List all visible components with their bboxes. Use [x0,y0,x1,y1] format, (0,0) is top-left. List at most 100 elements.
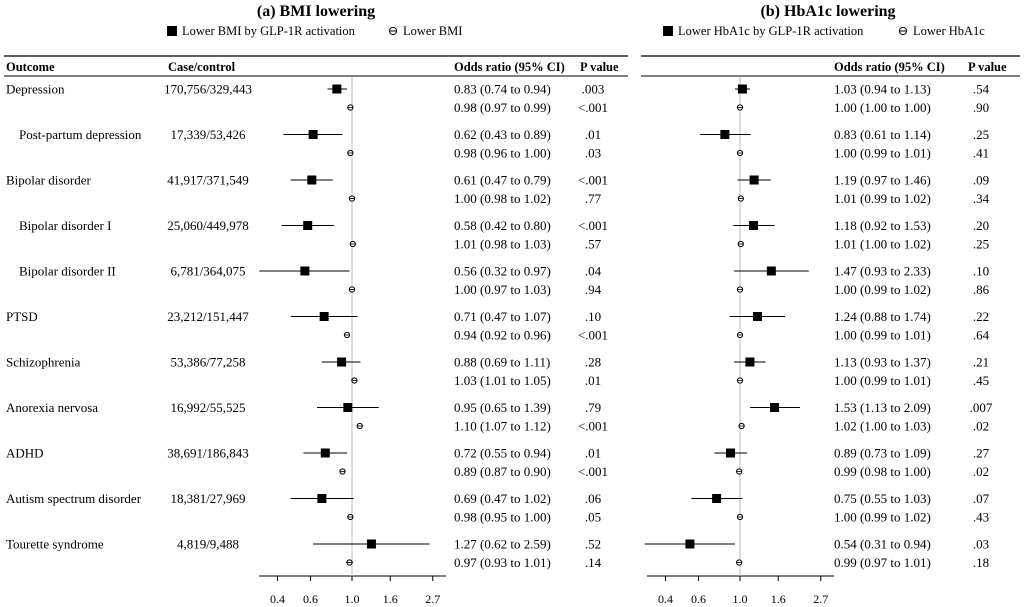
panel-a-p-bmi-bipolar-disorder: .77 [585,191,602,206]
panel-b-or-hba1c-anorexia-nervosa: 1.02 (1.00 to 1.03) [834,419,931,434]
case-control-tourette-syndrome: 4,819/9,488 [177,537,239,552]
panel-a-point-glp1r-anorexia-nervosa [343,403,353,412]
outcome-label-anorexia-nervosa: Anorexia nervosa [6,400,98,415]
panel-a-p-glp1r-tourette-syndrome: .52 [585,537,601,552]
panel-a-or-glp1r-bipolar-disorder-i: 0.58 (0.42 to 0.80) [454,218,551,233]
panel-a-tick-label-4: 2.7 [425,592,440,606]
panel-b-p-hba1c-bipolar-disorder: .34 [973,191,990,206]
panel-a-or-bmi-bipolar-disorder-i: 1.01 (0.98 to 1.03) [454,237,551,252]
panel-b-or-hba1c-post-partum-depression: 1.00 (0.99 to 1.01) [834,146,931,161]
outcome-label-bipolar-disorder: Bipolar disorder [6,173,92,188]
panel-a-or-bmi-ptsd: 0.94 (0.92 to 0.96) [454,328,551,343]
panel-b-p-glp1r-adhd: .27 [973,446,990,461]
panel-a-or-glp1r-autism-spectrum-disorder: 0.69 (0.47 to 1.02) [454,491,551,506]
panel-b-or-glp1r-tourette-syndrome: 0.54 (0.31 to 0.94) [834,537,931,552]
panel-b-or-hba1c-adhd: 0.99 (0.98 to 1.00) [834,464,931,479]
panel-a-or-bmi-adhd: 0.89 (0.87 to 0.90) [454,464,551,479]
panel-b-or-hba1c-depression: 1.00 (1.00 to 1.00) [834,100,931,115]
panel-b-or-hba1c-schizophrenia: 1.00 (0.99 to 1.01) [834,373,931,388]
panel-a-or-glp1r-ptsd: 0.71 (0.47 to 1.07) [454,309,551,324]
panel-b-p-glp1r-ptsd: .22 [973,309,989,324]
panel-b-p-hba1c-tourette-syndrome: .18 [973,555,989,570]
panel-b-tick-label-3: 1.6 [771,592,786,606]
case-control-bipolar-disorder-ii: 6,781/364,075 [170,264,245,279]
panel-a-point-glp1r-bipolar-disorder-i [303,221,313,230]
panel-a-point-glp1r-autism-spectrum-disorder [317,494,327,503]
panel-a-point-glp1r-depression [332,84,342,94]
panel-b-p-glp1r-post-partum-depression: .25 [973,127,989,142]
panel-b-p-glp1r-bipolar-disorder-ii: .10 [973,264,989,279]
panel-b-or-glp1r-anorexia-nervosa: 1.53 (1.13 to 2.09) [834,400,931,415]
panel-a-or-bmi-post-partum-depression: 0.98 (0.96 to 1.00) [454,146,551,161]
outcome-label-post-partum-depression: Post-partum depression [19,127,142,142]
panel-a-tick-label-0: 0.4 [270,592,285,606]
panel-a-or-glp1r-bipolar-disorder-ii: 0.56 (0.32 to 0.97) [454,264,551,279]
panel-b-p-hba1c-post-partum-depression: .41 [973,146,989,161]
panel-a-point-glp1r-ptsd [319,312,329,321]
panel-a-or-glp1r-schizophrenia: 0.88 (0.69 to 1.11) [454,355,550,370]
panel-b-tick-label-1: 0.6 [691,592,706,606]
panel-b-p-glp1r-bipolar-disorder-i: .20 [973,218,989,233]
case-control-post-partum-depression: 17,339/53,426 [170,127,246,142]
panel-a-tick-label-1: 0.6 [303,592,318,606]
panel-b-p-hba1c-anorexia-nervosa: .02 [973,419,989,434]
panel-a-or-bmi-anorexia-nervosa: 1.10 (1.07 to 1.12) [454,419,551,434]
panel-b-ticks: 0.4 0.6 1.0 1.6 2.7 [658,576,828,606]
panel-b-tick-label-0: 0.4 [658,592,673,606]
panel-b-or-glp1r-bipolar-disorder-i: 1.18 (0.92 to 1.53) [834,218,931,233]
panel-b-or-hba1c-bipolar-disorder-i: 1.01 (1.00 to 1.02) [834,237,931,252]
panel-a-p-bmi-depression: <.001 [578,100,608,115]
case-control-adhd: 38,691/186,843 [167,446,249,461]
outcome-label-tourette-syndrome: Tourette syndrome [6,537,104,552]
panel-b-point-glp1r-bipolar-disorder [749,175,759,185]
outcome-label-bipolar-disorder-i: Bipolar disorder I [19,218,111,233]
panel-a-p-bmi-schizophrenia: .01 [585,373,601,388]
panel-a-p-glp1r-autism-spectrum-disorder: .06 [585,491,602,506]
panel-b-p-hba1c-ptsd: .64 [973,328,990,343]
panel-b-or-hba1c-tourette-syndrome: 0.99 (0.97 to 1.01) [834,555,931,570]
panel-b-point-glp1r-post-partum-depression [720,130,730,139]
case-control-bipolar-disorder-i: 25,060/449,978 [167,218,249,233]
panel-a-or-glp1r-bipolar-disorder: 0.61 (0.47 to 0.79) [454,173,551,188]
outcome-label-adhd: ADHD [6,446,44,461]
panel-b-or-hba1c-bipolar-disorder-ii: 1.00 (0.99 to 1.02) [834,282,931,297]
panel-b-point-glp1r-schizophrenia [745,357,755,367]
panel-b-or-glp1r-post-partum-depression: 0.83 (0.61 to 1.14) [834,127,931,142]
panel-b-marks [644,84,809,566]
panel-b-or-glp1r-depression: 1.03 (0.94 to 1.13) [834,82,931,97]
panel-a-p-bmi-autism-spectrum-disorder: .05 [585,510,601,525]
header-b-p-value: P value [968,60,1007,74]
panel-a-point-glp1r-post-partum-depression [308,130,318,139]
panel-a-or-glp1r-anorexia-nervosa: 0.95 (0.65 to 1.39) [454,400,551,415]
header-case-control: Case/control [168,60,236,74]
panel-a-p-glp1r-anorexia-nervosa: .79 [585,400,601,415]
panel-a-p-glp1r-bipolar-disorder-i: <.001 [578,218,608,233]
panel-b-point-glp1r-bipolar-disorder-i [748,221,758,230]
panel-a-p-glp1r-ptsd: .10 [585,309,601,324]
case-control-anorexia-nervosa: 16,992/55,525 [170,400,245,415]
panel-a-point-glp1r-adhd [320,448,330,458]
outcome-label-ptsd: PTSD [6,309,38,324]
legend-b-filled-marker [663,26,673,36]
panel-a-p-glp1r-depression: .003 [582,82,605,97]
panel-a-p-glp1r-adhd: .01 [585,446,601,461]
panel-a-or-glp1r-adhd: 0.72 (0.55 to 0.94) [454,446,551,461]
panel-b-or-glp1r-schizophrenia: 1.13 (0.93 to 1.37) [834,355,931,370]
panel-b-p-hba1c-schizophrenia: .45 [973,373,989,388]
panel-a-p-bmi-adhd: <.001 [578,464,608,479]
panel-b-title: (b) HbA1c lowering [760,3,895,20]
legend-b-open-label: Lower HbA1c [913,24,985,38]
panel-b-p-glp1r-autism-spectrum-disorder: .07 [973,491,990,506]
panel-b-p-glp1r-schizophrenia: .21 [973,355,989,370]
panel-a-p-bmi-bipolar-disorder-i: .57 [585,237,602,252]
case-control-bipolar-disorder: 41,917/371,549 [167,173,249,188]
panel-a-point-glp1r-tourette-syndrome [366,539,376,549]
panel-a-or-glp1r-depression: 0.83 (0.74 to 0.94) [454,82,551,97]
panel-b-tick-label-2: 1.0 [733,592,748,606]
outcome-label-schizophrenia: Schizophrenia [6,355,81,370]
legend-a-open-label: Lower BMI [403,24,462,38]
panel-a-point-glp1r-schizophrenia [337,357,347,367]
panel-a-p-glp1r-bipolar-disorder: <.001 [578,173,608,188]
panel-b-point-glp1r-anorexia-nervosa [770,403,780,412]
